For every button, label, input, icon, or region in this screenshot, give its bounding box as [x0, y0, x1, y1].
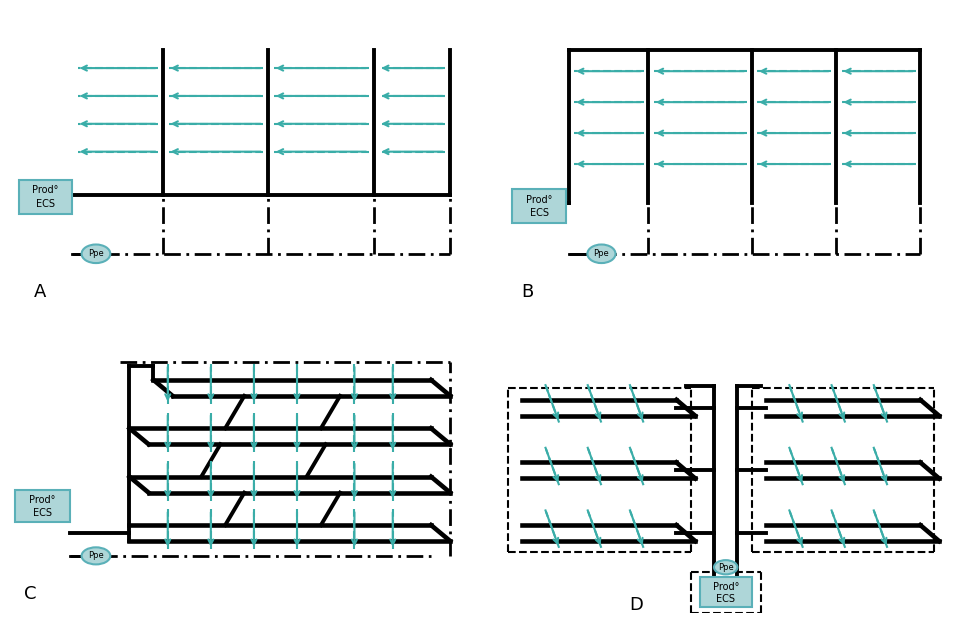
Text: A: A [33, 283, 46, 301]
Text: B: B [522, 283, 534, 301]
Text: Prod°: Prod° [29, 495, 56, 505]
Text: Prod°: Prod° [32, 186, 59, 196]
Text: ECS: ECS [716, 594, 736, 604]
Text: Prod°: Prod° [527, 195, 552, 205]
Text: ECS: ECS [32, 508, 52, 518]
Text: ECS: ECS [36, 199, 55, 209]
FancyBboxPatch shape [15, 490, 69, 522]
Text: ECS: ECS [530, 209, 549, 219]
Text: Ppe: Ppe [88, 249, 104, 258]
Circle shape [81, 547, 110, 565]
Text: Ppe: Ppe [594, 249, 610, 258]
FancyBboxPatch shape [20, 180, 72, 214]
Circle shape [587, 245, 616, 263]
FancyBboxPatch shape [700, 577, 751, 607]
Text: D: D [629, 596, 644, 614]
Text: Ppe: Ppe [88, 552, 104, 560]
FancyBboxPatch shape [512, 189, 567, 223]
Text: Ppe: Ppe [718, 563, 734, 572]
Circle shape [81, 245, 110, 263]
Circle shape [714, 560, 738, 574]
Text: C: C [24, 584, 36, 602]
Text: Prod°: Prod° [712, 582, 739, 592]
